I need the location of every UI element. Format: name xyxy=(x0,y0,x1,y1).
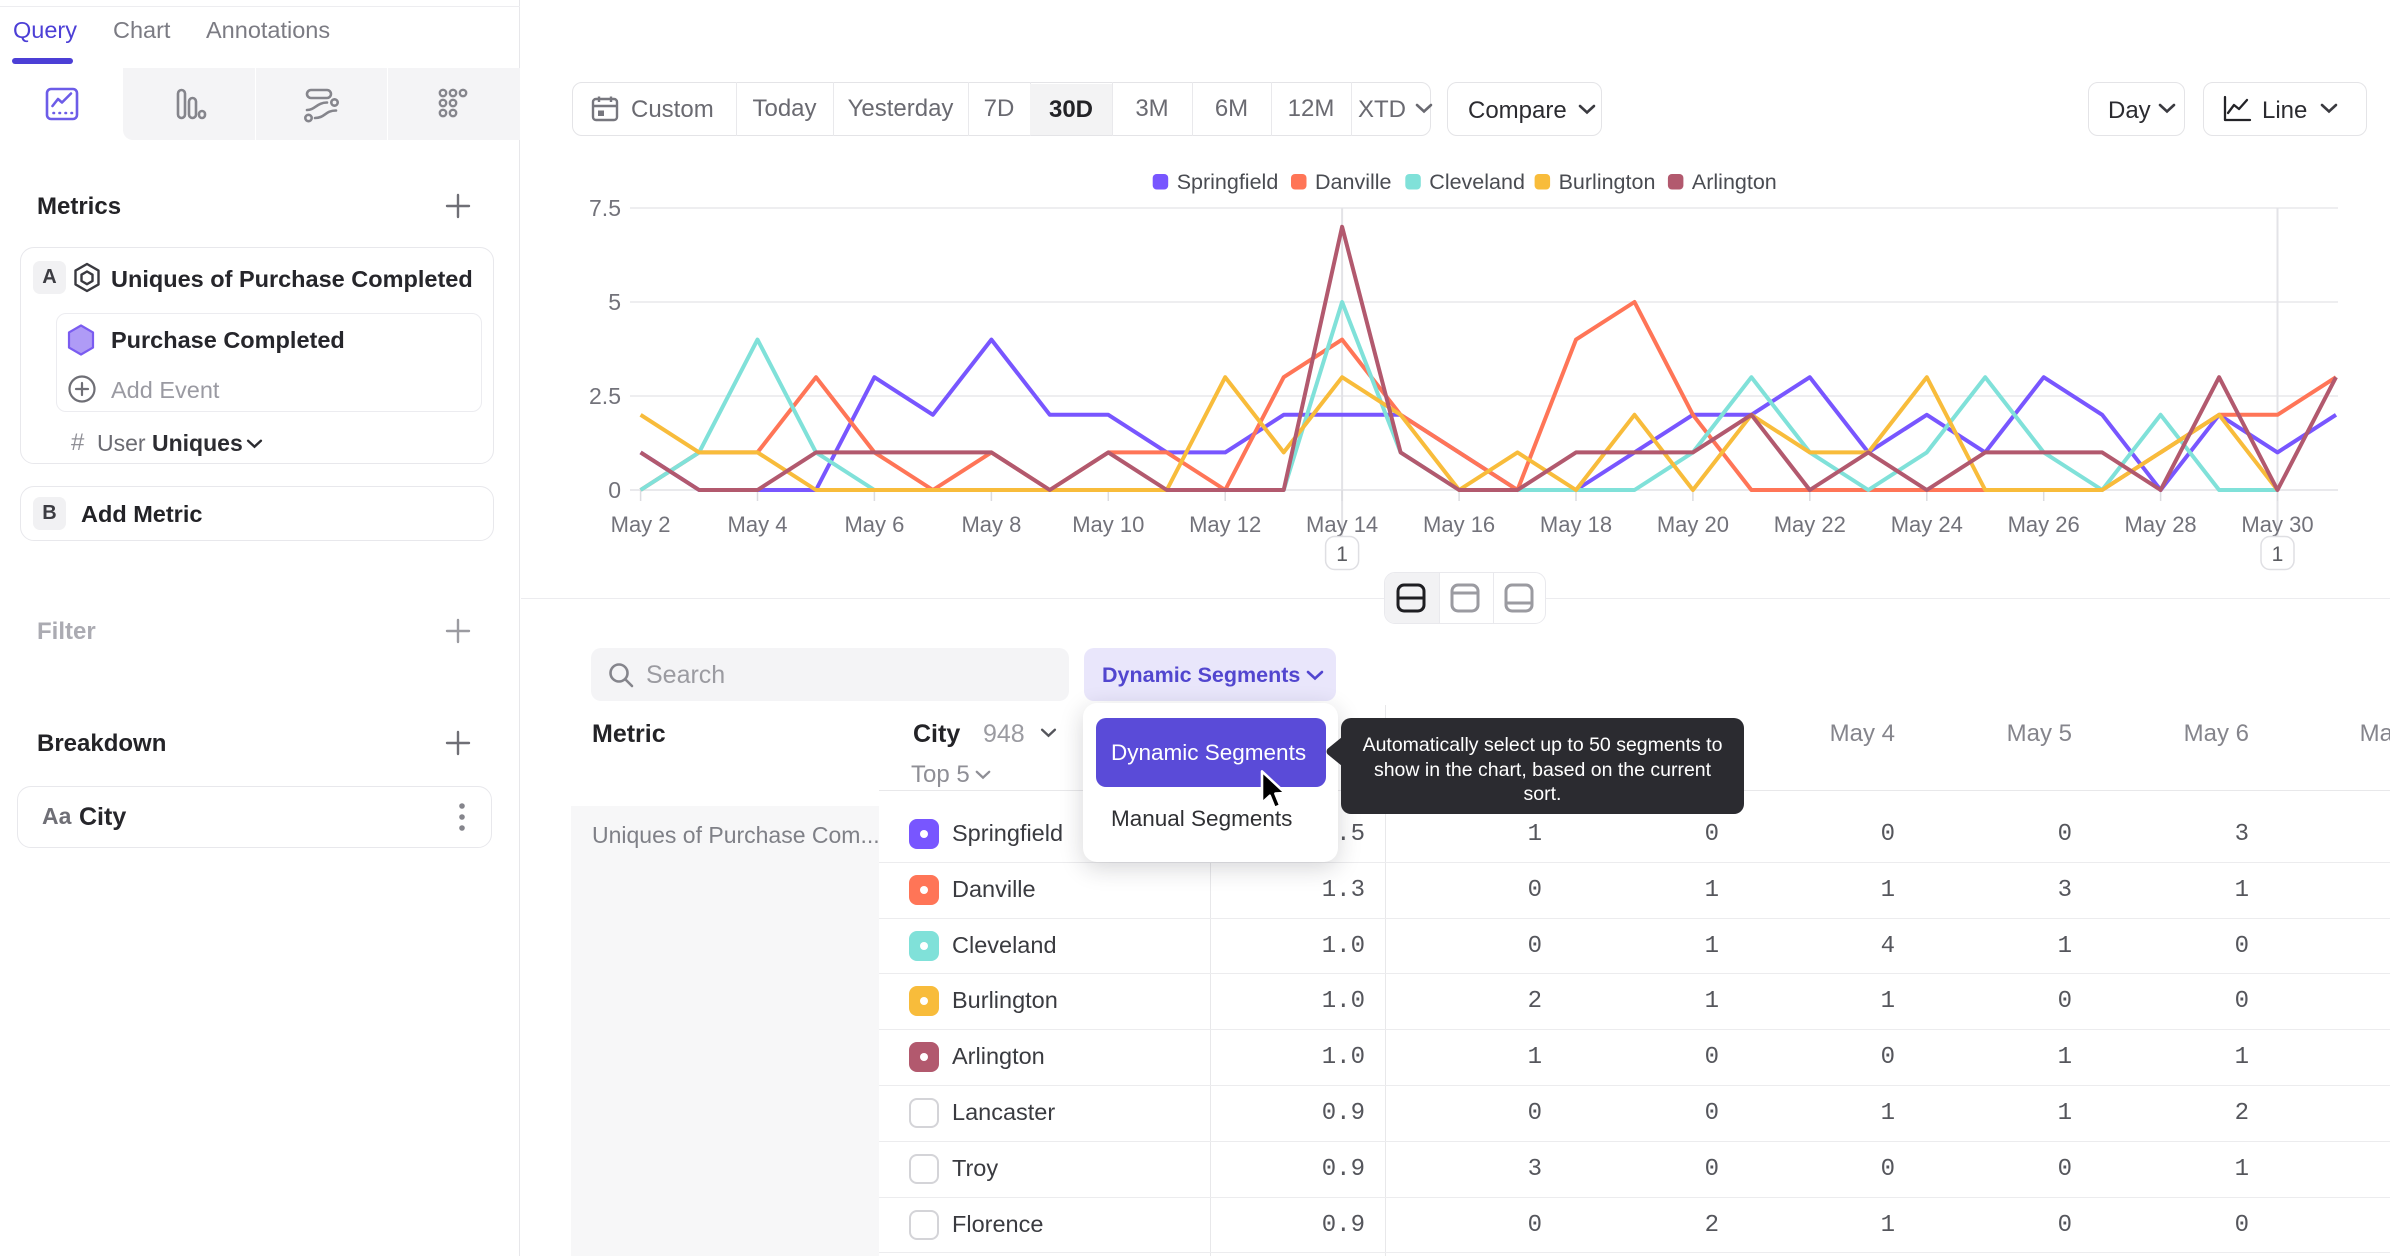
svg-text:May 6: May 6 xyxy=(844,512,904,537)
svg-text:Cleveland: Cleveland xyxy=(1429,170,1525,194)
svg-text:May 12: May 12 xyxy=(1189,512,1261,537)
svg-text:May 28: May 28 xyxy=(2125,512,2197,537)
svg-text:May 14: May 14 xyxy=(1306,512,1378,537)
svg-text:Danville: Danville xyxy=(1315,170,1391,194)
svg-text:May 20: May 20 xyxy=(1657,512,1729,537)
svg-text:Springfield: Springfield xyxy=(1177,170,1279,194)
svg-text:May 8: May 8 xyxy=(961,512,1021,537)
svg-text:May 22: May 22 xyxy=(1774,512,1846,537)
svg-text:1: 1 xyxy=(1336,543,1348,566)
svg-text:May 10: May 10 xyxy=(1072,512,1144,537)
svg-text:May 4: May 4 xyxy=(728,512,788,537)
svg-text:May 16: May 16 xyxy=(1423,512,1495,537)
svg-text:2.5: 2.5 xyxy=(589,383,621,409)
svg-text:May 30: May 30 xyxy=(2241,512,2313,537)
svg-text:May 18: May 18 xyxy=(1540,512,1612,537)
svg-text:May 26: May 26 xyxy=(2008,512,2080,537)
svg-text:May 2: May 2 xyxy=(611,512,671,537)
svg-text:May 24: May 24 xyxy=(1891,512,1963,537)
svg-text:Burlington: Burlington xyxy=(1559,170,1656,194)
svg-text:5: 5 xyxy=(608,289,621,315)
svg-text:7.5: 7.5 xyxy=(589,195,621,221)
svg-text:0: 0 xyxy=(608,477,621,503)
svg-text:1: 1 xyxy=(2272,543,2284,566)
svg-text:Arlington: Arlington xyxy=(1692,170,1777,194)
